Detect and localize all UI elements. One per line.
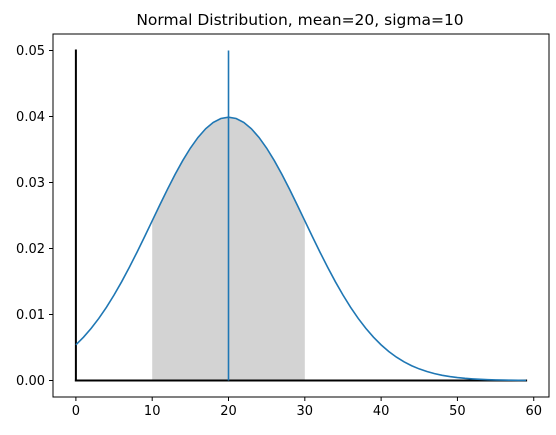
x-tick-label: 60 [525,404,542,419]
y-axis: 0.00 0.01 0.02 0.03 0.04 0.05 [16,44,53,389]
x-tick-label: 50 [449,404,466,419]
x-tick-label: 0 [72,404,80,419]
y-tick-label: 0.02 [16,242,45,257]
y-tick-label: 0.04 [16,110,45,125]
x-tick-label: 20 [220,404,237,419]
plot-area [74,49,528,382]
y-tick-label: 0.05 [16,44,45,59]
chart-title: Normal Distribution, mean=20, sigma=10 [136,11,463,29]
y-tick-label: 0.01 [16,308,45,323]
plot-frame [52,33,550,398]
x-tick-label: 40 [373,404,390,419]
x-tick-label: 10 [144,404,161,419]
x-tick-label: 30 [297,404,314,419]
x-axis: 0 10 20 30 40 50 60 [72,397,542,419]
y-tick-label: 0.03 [16,176,45,191]
pdf-curve [75,116,527,382]
y-tick-label: 0.00 [16,374,45,389]
